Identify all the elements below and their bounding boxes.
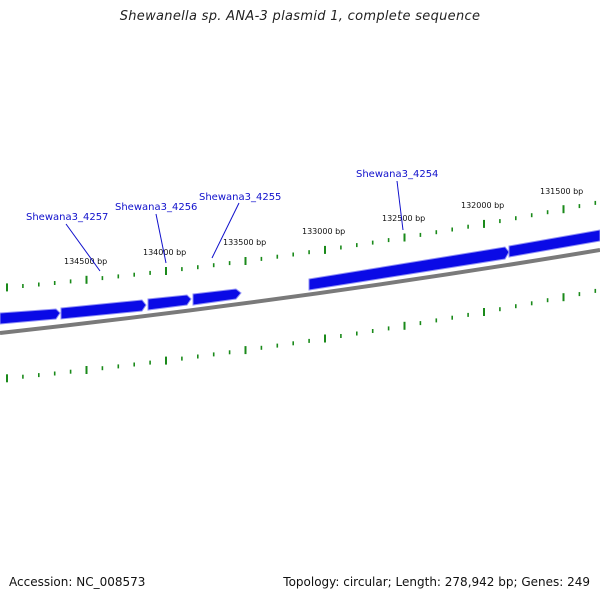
scale-label: 134500 bp [64,257,107,266]
gene-arrow[interactable] [508,229,600,258]
gene-arrow[interactable] [0,308,61,325]
gene-label[interactable]: Shewana3_4257 [26,212,108,223]
gene-arrow[interactable] [147,294,192,311]
sequence-backbone [0,248,600,335]
gene-label[interactable]: Shewana3_4256 [115,202,197,213]
scale-label: 131500 bp [540,187,583,196]
gene-label[interactable]: Shewana3_4255 [199,192,281,203]
scale-label: 132500 bp [382,214,425,223]
scale-ticks-upper [6,200,597,292]
scale-labels: 134500 bp 134000 bp 133500 bp 133000 bp … [64,187,583,266]
scale-label: 132000 bp [461,201,504,210]
label-leader-line [65,223,101,272]
gene-label[interactable]: Shewana3_4254 [356,169,438,180]
gene-arrow[interactable] [308,246,510,291]
scale-label: 133500 bp [223,238,266,247]
scale-label: 134000 bp [143,248,186,257]
scale-ticks-lower [6,288,597,383]
map-title: Shewanella sp. ANA-3 plasmid 1, complete… [119,9,481,24]
gene-arrow[interactable] [192,288,242,306]
gene-label-lines [65,180,404,272]
label-leader-line [155,213,167,264]
accession-text: Accession: NC_008573 [9,575,146,589]
label-leader-line [396,180,404,231]
summary-text: Topology: circular; Length: 278,942 bp; … [283,575,590,589]
label-leader-line [211,202,240,259]
scale-label: 133000 bp [302,227,345,236]
gene-track [0,229,600,325]
gene-labels: Shewana3_4257 Shewana3_4256 Shewana3_425… [26,169,438,223]
gene-arrow[interactable] [60,299,147,320]
